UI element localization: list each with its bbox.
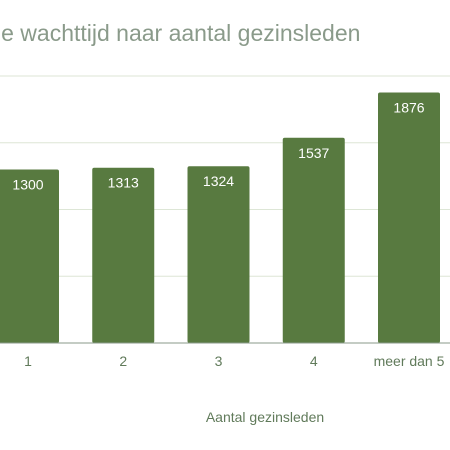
x-tick-label: 2 xyxy=(119,353,127,369)
x-tick-labels: 1 2 3 4 meer dan 5 xyxy=(24,353,445,369)
data-label: 1537 xyxy=(298,145,329,161)
data-label: 1324 xyxy=(203,173,234,189)
bar xyxy=(378,92,440,343)
bar xyxy=(0,169,59,343)
bar xyxy=(187,166,250,343)
x-tick-label: 4 xyxy=(310,353,318,369)
data-label: 1876 xyxy=(393,100,424,116)
bar xyxy=(92,167,155,343)
x-tick-label: 1 xyxy=(24,353,32,369)
bars xyxy=(0,92,440,343)
data-label: 1313 xyxy=(108,175,139,191)
x-axis-label: Aantal gezinsleden xyxy=(205,409,325,425)
chart-title: le wachttijd naar aantal gezinsleden xyxy=(0,20,361,46)
x-tick-label: meer dan 5 xyxy=(374,353,445,369)
data-labels: 1300 1313 1324 1537 1876 xyxy=(12,100,424,193)
data-label: 1300 xyxy=(12,176,43,192)
x-tick-label: 3 xyxy=(215,353,223,369)
bar xyxy=(282,137,345,343)
